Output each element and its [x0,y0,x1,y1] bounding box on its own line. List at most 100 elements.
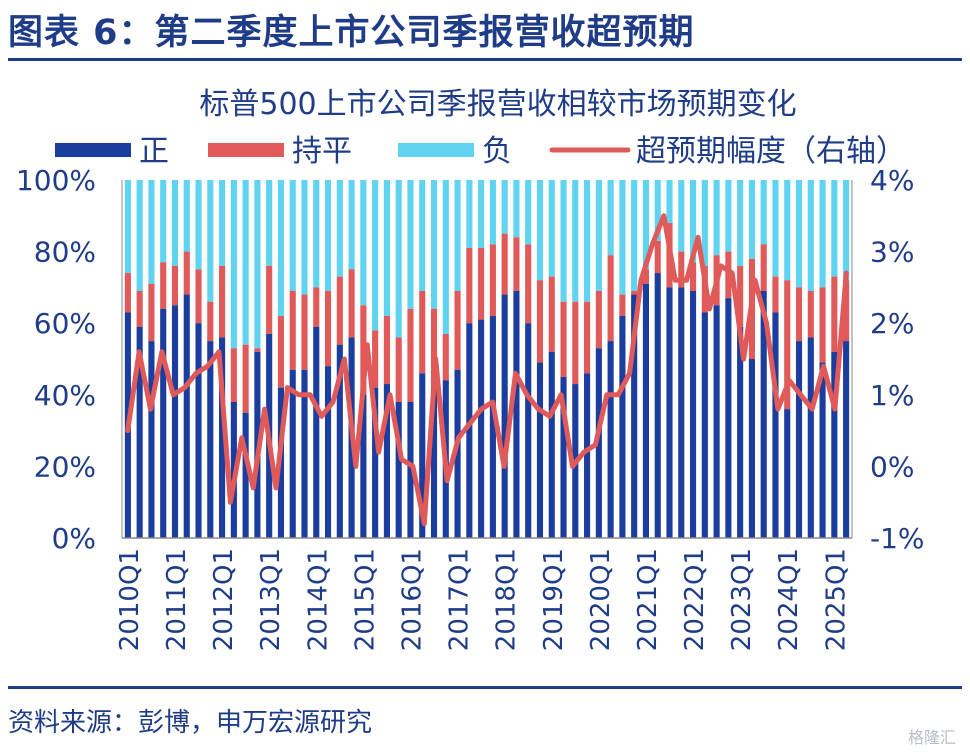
source-note: 资料来源：彭博，申万宏源研究 [8,708,373,738]
bar-negative [442,180,449,334]
bar-negative [360,180,367,306]
bar-negative [430,180,438,309]
bar-positive [501,294,508,538]
x-tick-label: 2024Q1 [774,548,804,651]
bar-flat [548,276,555,352]
bar-positive [689,290,697,538]
bar-positive [454,369,461,538]
bar-positive [207,341,214,538]
bar-negative [725,180,732,252]
bar-flat [584,301,591,374]
bar-positive [419,373,426,538]
x-tick-label: 2019Q1 [539,548,569,651]
y-left-tick-label: 60% [34,307,96,340]
bar-positive [642,283,650,538]
bar-flat [254,348,261,352]
bar-negative [313,180,320,288]
bar-flat [737,265,744,327]
bar-flat [148,283,155,342]
bar-flat [348,269,355,338]
bar-negative [324,180,332,291]
bar-negative [795,180,803,288]
bar-flat [478,248,485,320]
bar-positive [713,305,720,538]
bar-negative [560,180,567,302]
bar-positive [372,387,379,538]
bar-positive [760,290,767,538]
bar-flat [324,290,332,367]
bar-negative [548,180,555,277]
bar-negative [607,180,614,256]
bar-flat [466,248,473,324]
bar-flat [572,301,579,385]
bar-positive [701,312,708,538]
bar-negative [195,180,202,270]
bar-flat [831,276,838,352]
bar-positive [324,366,332,538]
bar-negative [219,180,226,266]
y-left-tick-label: 0% [52,522,96,555]
bar-flat [619,294,626,317]
chart-title: 标普500上市公司季报营收相较市场预期变化 [199,87,796,122]
bar-negative [631,180,638,291]
bar-positive [843,341,850,538]
bar-negative [230,180,237,349]
x-tick-label: 2025Q1 [821,548,851,651]
bar-positive [171,305,179,538]
bar-negative [737,180,744,266]
bar-flat [489,244,496,317]
bar-flat [560,301,567,377]
bar-flat [313,287,320,327]
y-right-tick-label: 2% [870,307,914,340]
bar-flat [513,237,520,291]
bar-flat [654,240,661,274]
bar-flat [289,290,296,370]
bar-positive [737,326,744,538]
bar-negative [831,180,838,277]
bar-negative [372,180,379,331]
bar-negative [536,180,544,281]
bar-positive [430,387,438,538]
legend-label: 负 [482,134,512,169]
bar-positive [525,323,532,538]
bar-flat [419,290,426,374]
bar-positive [619,316,626,538]
bar-negative [772,180,779,277]
title-divider [8,58,962,61]
bar-positive [536,362,544,538]
legend-label: 正 [139,134,169,169]
bar-flat [631,290,638,295]
legend-swatch [55,143,131,157]
bar-positive [466,323,473,538]
bar-flat [454,290,461,370]
bar-negative [419,180,426,291]
bar-negative [748,180,755,259]
bar-flat [195,269,202,324]
bar-negative [454,180,461,291]
bar-positive [336,344,343,538]
bar-flat [595,290,602,349]
x-tick-label: 2022Q1 [680,548,710,651]
bar-flat [266,265,273,334]
axes: 0% 20% 40% 60% 80% 100% -1% 0% 1% 2% 3% 4% 2010Q1 201… [16,164,925,651]
bar-negative [266,180,273,266]
y-left-tick-label: 40% [34,379,96,412]
bar-positive [289,369,296,538]
y-right-tick-label: 4% [870,164,914,197]
bar-negative [383,180,390,317]
bar-negative [336,180,343,277]
bar-flat [230,348,237,402]
bar-positive [136,326,143,538]
bar-flat [136,290,143,327]
bar-negative [348,180,355,270]
x-tick-label: 2013Q1 [256,548,286,651]
bar-positive [313,326,320,538]
bar-negative [148,180,155,284]
chart: 标普500上市公司季报营收相较市场预期变化 正 持平 负 超预期幅度（右轴） 0% 20… [16,87,925,651]
bar-flat [360,305,367,395]
bar-flat [372,330,379,388]
bar-flat [430,308,438,388]
bar-negative [572,180,579,302]
bar-negative [843,180,850,281]
bar-positive [548,351,555,538]
